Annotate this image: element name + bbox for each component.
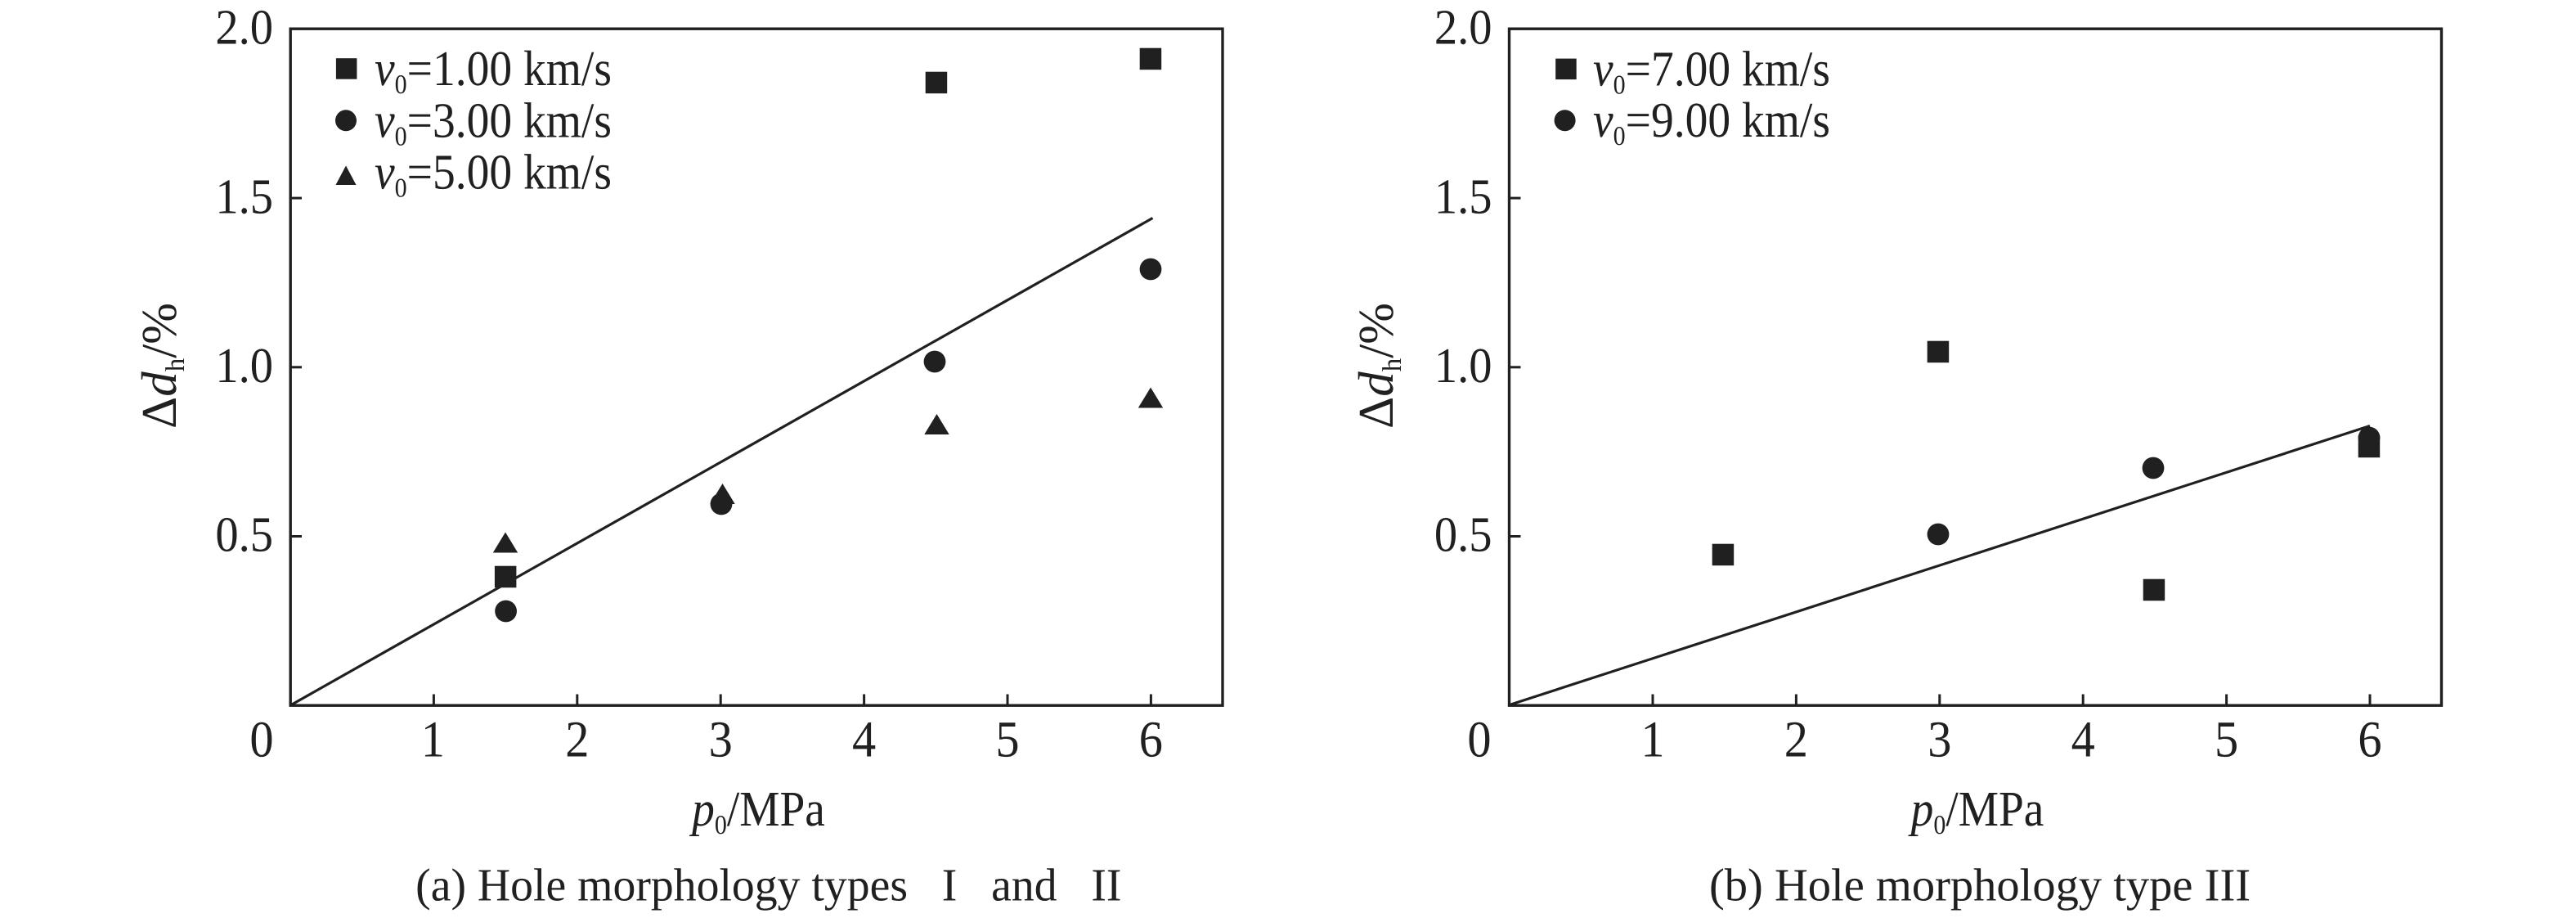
svg-text:v0=5.00 km/s: v0=5.00 km/s: [375, 146, 612, 204]
svg-text:6: 6: [1139, 711, 1163, 768]
svg-text:Δdh/%: Δdh/%: [1349, 303, 1407, 429]
svg-text:2.0: 2.0: [1434, 0, 1492, 55]
svg-text:4: 4: [852, 711, 876, 768]
svg-text:0: 0: [1467, 711, 1491, 768]
svg-text:0.5: 0.5: [215, 508, 273, 563]
svg-text:(b) Hole morphology type III: (b) Hole morphology type III: [1709, 861, 2251, 911]
svg-text:2: 2: [565, 711, 589, 768]
svg-text:Δdh/%: Δdh/%: [132, 303, 191, 429]
svg-text:1: 1: [1640, 711, 1664, 768]
svg-text:5: 5: [2215, 711, 2238, 768]
svg-text:v0=9.00 km/s: v0=9.00 km/s: [1593, 93, 1830, 151]
svg-text:1.5: 1.5: [215, 169, 273, 224]
svg-text:1.0: 1.0: [1434, 339, 1492, 394]
svg-text:3: 3: [1928, 711, 1951, 768]
svg-text:2.0: 2.0: [215, 0, 273, 55]
svg-text:(a) Hole morphology types I: (a) Hole morphology types I and II: [415, 861, 1121, 911]
svg-text:5: 5: [995, 711, 1019, 768]
svg-text:6: 6: [2358, 711, 2381, 768]
svg-text:1.5: 1.5: [1434, 169, 1492, 224]
svg-text:v0=7.00 km/s: v0=7.00 km/s: [1593, 42, 1830, 100]
svg-text:2: 2: [1784, 711, 1808, 768]
svg-text:0: 0: [249, 711, 273, 768]
svg-text:v0=3.00 km/s: v0=3.00 km/s: [375, 93, 612, 151]
svg-text:1: 1: [421, 711, 445, 768]
svg-text:1.0: 1.0: [215, 339, 273, 394]
svg-text:0.5: 0.5: [1434, 508, 1492, 563]
svg-text:p0/MPa: p0/MPa: [1908, 782, 2044, 840]
svg-text:p0/MPa: p0/MPa: [689, 782, 825, 840]
svg-text:4: 4: [2071, 711, 2095, 768]
svg-text:v0=1.00 km/s: v0=1.00 km/s: [375, 42, 612, 100]
svg-text:3: 3: [709, 711, 733, 768]
